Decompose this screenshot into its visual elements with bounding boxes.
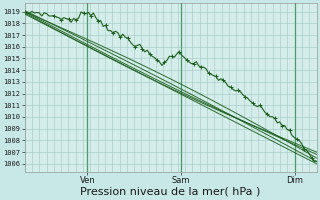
X-axis label: Pression niveau de la mer( hPa ): Pression niveau de la mer( hPa )	[80, 187, 261, 197]
